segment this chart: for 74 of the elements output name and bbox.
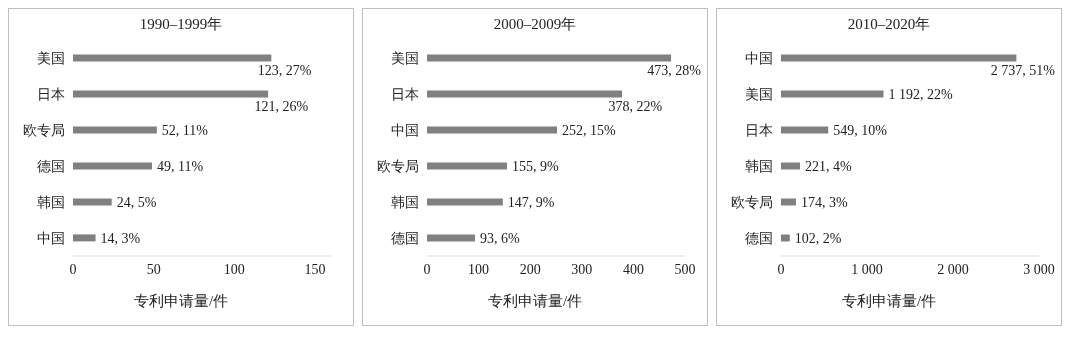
- data-label: 93, 6%: [479, 230, 520, 246]
- bar: [781, 234, 790, 242]
- y-tick-label: 韩国: [745, 158, 773, 174]
- x-axis-title: 专利申请量/件: [133, 292, 229, 311]
- data-label: 121, 26%: [254, 99, 309, 115]
- y-tick-label: 欧专局: [731, 194, 773, 210]
- x-tick-label: 1 000: [851, 261, 883, 277]
- x-axis-title: 专利申请量/件: [487, 292, 583, 311]
- bar: [73, 198, 112, 206]
- y-tick-label: 韩国: [37, 194, 65, 210]
- x-tick-label: 200: [519, 261, 541, 277]
- bar: [781, 162, 801, 170]
- data-label: 549, 10%: [833, 122, 888, 138]
- y-tick-label: 欧专局: [377, 158, 419, 174]
- bar: [73, 162, 153, 170]
- x-tick-label: 100: [223, 261, 245, 277]
- data-label: 147, 9%: [507, 194, 555, 210]
- y-tick-label: 韩国: [391, 194, 419, 210]
- y-tick-label: 日本: [37, 86, 65, 102]
- data-label: 24, 5%: [116, 194, 157, 210]
- y-tick-label: 中国: [391, 122, 419, 138]
- y-tick-label: 欧专局: [23, 122, 65, 138]
- data-label: 473, 28%: [647, 63, 702, 79]
- data-label: 252, 15%: [562, 122, 617, 138]
- x-tick-label: 0: [69, 261, 77, 277]
- bar: [427, 54, 672, 62]
- x-tick-label: 300: [571, 261, 593, 277]
- y-tick-label: 德国: [391, 230, 419, 246]
- bar: [73, 54, 272, 62]
- bar: [73, 234, 96, 242]
- bar: [781, 126, 829, 134]
- data-label: 123, 27%: [257, 63, 312, 79]
- data-label: 14, 3%: [100, 230, 141, 246]
- y-tick-label: 美国: [37, 50, 65, 66]
- chart-title: 2000–2009年: [493, 15, 577, 34]
- data-label: 174, 3%: [800, 194, 848, 210]
- bar: [427, 90, 623, 98]
- data-label: 102, 2%: [794, 230, 842, 246]
- bar: [73, 90, 269, 98]
- x-axis-title: 专利申请量/件: [841, 292, 937, 311]
- data-label: 1 192, 22%: [888, 86, 954, 102]
- x-tick-label: 500: [674, 261, 696, 277]
- data-label: 52, 11%: [161, 122, 209, 138]
- y-tick-label: 德国: [37, 158, 65, 174]
- data-label: 221, 4%: [805, 158, 853, 174]
- y-tick-label: 中国: [745, 50, 773, 66]
- bar: [427, 126, 558, 134]
- x-tick-label: 2 000: [937, 261, 969, 277]
- x-tick-label: 50: [146, 261, 161, 277]
- x-tick-label: 0: [423, 261, 431, 277]
- bar: [781, 90, 884, 98]
- data-label: 49, 11%: [157, 158, 204, 174]
- x-tick-label: 400: [622, 261, 644, 277]
- chart-title: 1990–1999年: [139, 15, 223, 34]
- x-tick-label: 3 000: [1023, 261, 1055, 277]
- data-label: 2 737, 51%: [990, 63, 1056, 79]
- y-tick-label: 德国: [745, 230, 773, 246]
- data-label: 378, 22%: [608, 99, 663, 115]
- data-label: 155, 9%: [511, 158, 559, 174]
- x-tick-label: 150: [304, 261, 326, 277]
- y-tick-label: 日本: [745, 122, 773, 138]
- y-tick-label: 日本: [391, 86, 419, 102]
- y-tick-label: 美国: [745, 86, 773, 102]
- bar: [781, 54, 1017, 62]
- bar: [427, 234, 475, 242]
- bar: [427, 162, 507, 170]
- bar: [73, 126, 157, 134]
- bar: [781, 198, 796, 206]
- y-tick-label: 美国: [391, 50, 419, 66]
- y-tick-label: 中国: [37, 230, 65, 246]
- x-tick-label: 100: [468, 261, 490, 277]
- chart-title: 2010–2020年: [847, 15, 931, 34]
- x-tick-label: 0: [777, 261, 785, 277]
- bar: [427, 198, 503, 206]
